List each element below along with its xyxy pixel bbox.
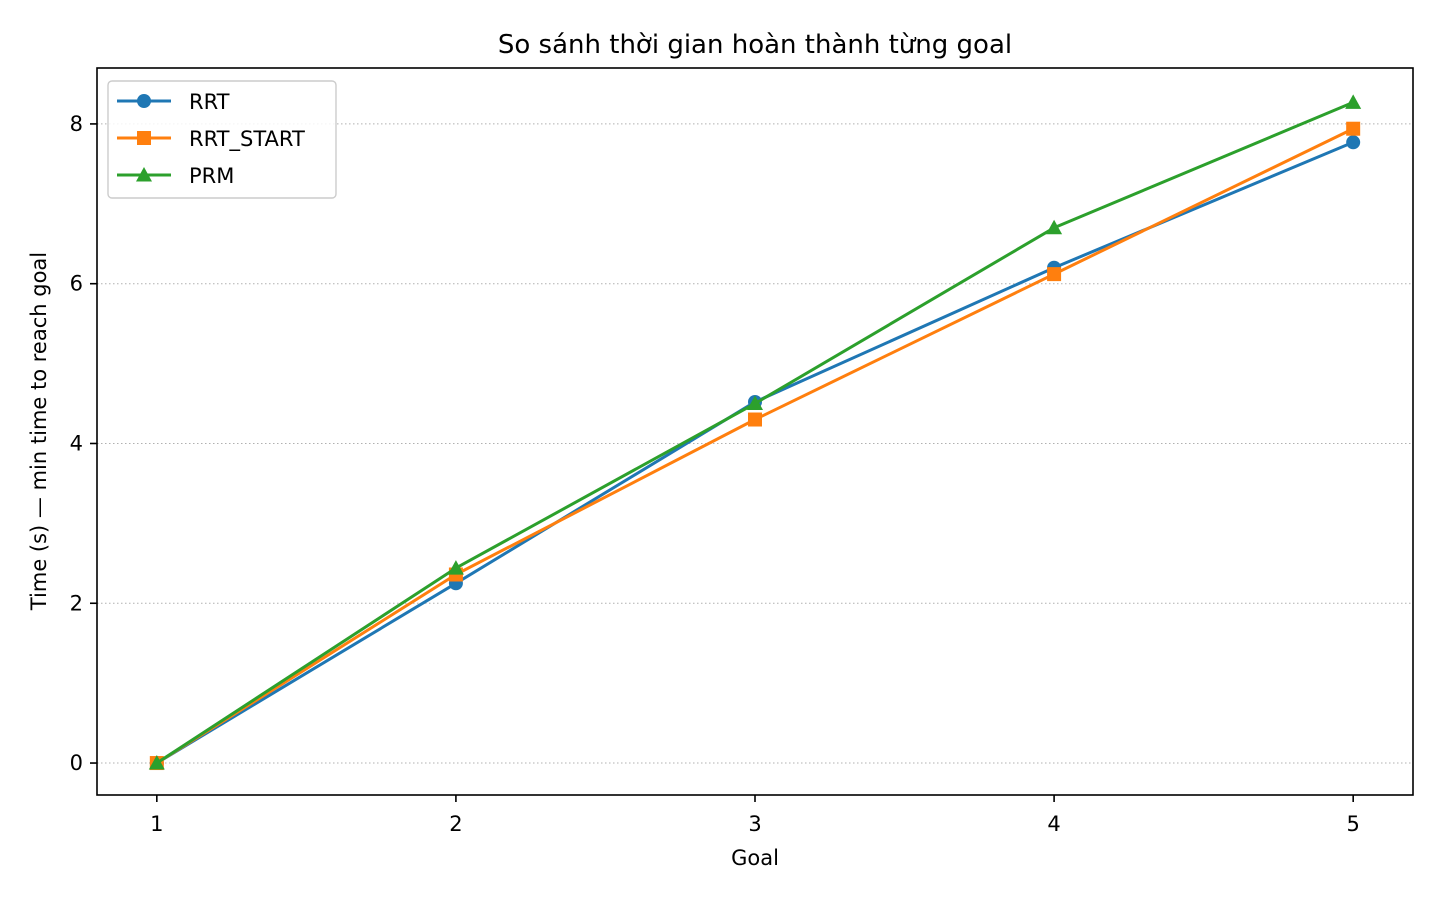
x-axis-label: Goal <box>731 846 779 870</box>
data-point-prm <box>747 395 763 411</box>
legend-label: RRT_START <box>189 127 305 152</box>
legend-label: RRT <box>189 90 230 114</box>
legend: RRT RRT_START PRM <box>107 80 337 199</box>
legend-label: PRM <box>189 164 234 188</box>
series-rrt <box>149 135 1361 771</box>
y-tick-label: 8 <box>70 112 83 136</box>
data-point-prm <box>447 560 464 575</box>
data-point-prm <box>1046 219 1063 235</box>
x-tick-label: 2 <box>449 812 462 836</box>
legend-marker <box>137 94 151 108</box>
legend-box <box>107 80 337 199</box>
x-tick-label: 5 <box>1346 812 1359 836</box>
y-axis-label: Time (s) — min time to reach goal <box>27 252 51 611</box>
data-point-rrt-start <box>1346 121 1361 136</box>
series-line-rrt <box>156 140 1354 765</box>
axis-layer: 0 2 4 6 8 1 2 3 4 5 <box>70 112 1360 836</box>
data-point-prm <box>1345 94 1362 109</box>
data-point-prm <box>148 755 165 770</box>
x-tick-label: 3 <box>748 812 761 836</box>
y-tick-label: 6 <box>70 272 83 296</box>
data-point-rrt-start <box>748 412 762 427</box>
legend-entry-rrt-start: RRT_START <box>117 127 305 152</box>
series-rrt-start <box>149 121 1361 771</box>
series-prm <box>148 94 1362 770</box>
series-line-rrt-start <box>156 127 1354 765</box>
y-tick-label: 2 <box>70 591 83 615</box>
legend-entry-rrt: RRT <box>117 90 230 114</box>
y-tick-label: 0 <box>70 751 83 775</box>
chart-title: So sánh thời gian hoàn thành từng goal <box>498 30 1012 60</box>
series-layer <box>148 94 1362 771</box>
legend-marker <box>136 167 152 182</box>
legend-marker <box>137 131 151 145</box>
grid-lines <box>97 123 1413 764</box>
y-tick-label: 4 <box>70 431 83 455</box>
x-tick-label: 1 <box>150 812 163 836</box>
x-tick-label: 4 <box>1047 812 1060 836</box>
legend-entry-prm: PRM <box>117 164 234 188</box>
data-point-rrt <box>1346 135 1361 150</box>
data-point-rrt-start <box>1047 267 1062 282</box>
series-line-prm <box>155 100 1354 765</box>
